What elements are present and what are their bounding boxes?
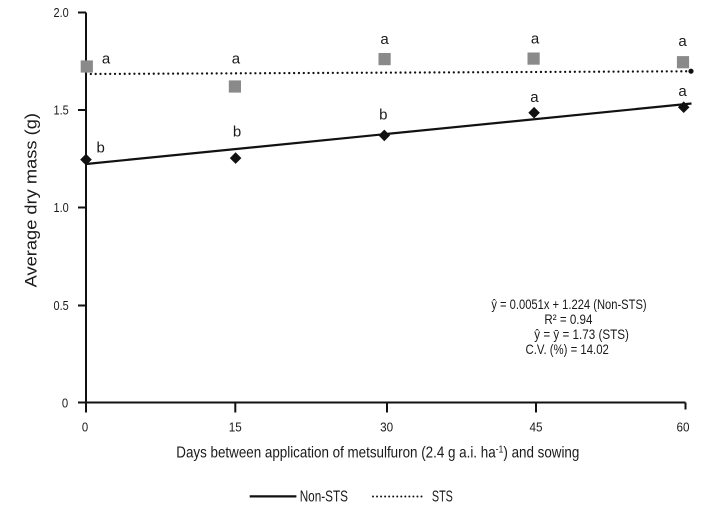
svg-text:a: a <box>530 89 539 106</box>
svg-text:2.0: 2.0 <box>54 5 69 20</box>
svg-text:15: 15 <box>229 420 242 435</box>
svg-text:1.5: 1.5 <box>54 103 69 118</box>
svg-text:45: 45 <box>530 420 543 435</box>
svg-text:a: a <box>678 83 687 100</box>
svg-text:1.0: 1.0 <box>54 200 69 215</box>
svg-text:0.5: 0.5 <box>54 298 69 313</box>
svg-text:a: a <box>678 33 687 50</box>
svg-text:a: a <box>380 31 389 48</box>
svg-text:C.V. (%) = 14.02: C.V. (%) = 14.02 <box>526 341 609 357</box>
svg-text:0: 0 <box>82 420 88 435</box>
svg-text:a: a <box>232 50 241 67</box>
svg-text:60: 60 <box>677 420 690 435</box>
svg-text:a: a <box>531 31 540 48</box>
svg-text:b: b <box>233 124 241 141</box>
svg-text:0: 0 <box>62 396 68 411</box>
svg-text:30: 30 <box>380 420 393 435</box>
svg-text:R² = 0.94: R² = 0.94 <box>544 311 592 327</box>
svg-text:ŷ = 0.0051x + 1.224 (Non-STS): ŷ = 0.0051x + 1.224 (Non-STS) <box>491 296 646 312</box>
svg-text:b: b <box>97 139 105 156</box>
svg-text:STS: STS <box>432 488 453 505</box>
svg-text:b: b <box>379 106 387 123</box>
svg-text:Average dry mass (g): Average dry mass (g) <box>21 113 40 287</box>
svg-text:a: a <box>102 50 111 67</box>
svg-text:Non-STS: Non-STS <box>300 488 348 505</box>
svg-text:Days between application of me: Days between application of metsulfuron … <box>176 444 579 462</box>
svg-text:ŷ = ȳ = 1.73 (STS): ŷ = ȳ = 1.73 (STS) <box>534 326 629 342</box>
